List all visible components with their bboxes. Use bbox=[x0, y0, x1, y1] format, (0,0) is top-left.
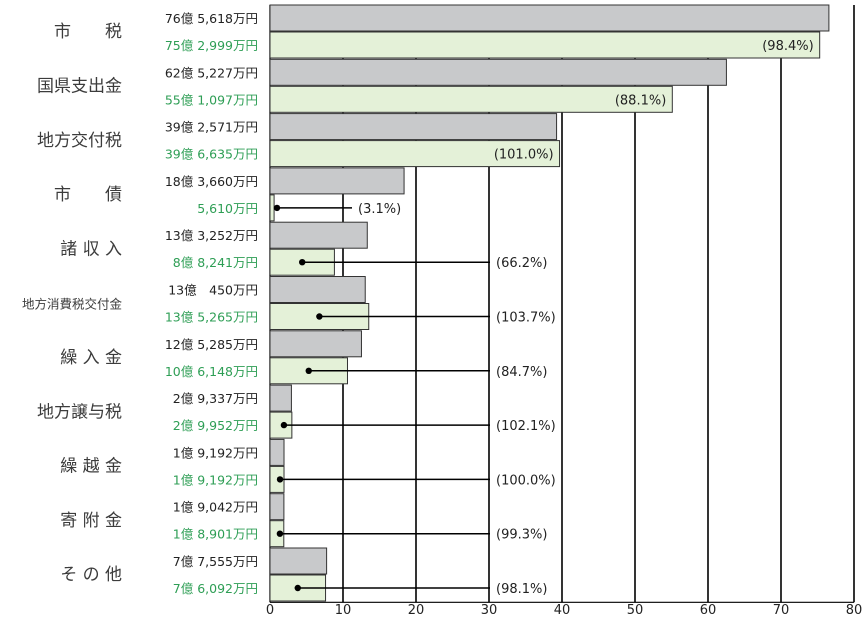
budget-value-label: 62億 5,227万円 bbox=[165, 65, 258, 80]
leader-dot bbox=[294, 584, 301, 592]
settlement-bar bbox=[269, 194, 275, 222]
budget-bar bbox=[269, 113, 558, 141]
ratio-label: (102.1%) bbox=[496, 419, 556, 434]
settlement-value-label: 8億 8,241万円 bbox=[173, 255, 258, 270]
budget-bar bbox=[269, 330, 362, 358]
budget-bar bbox=[269, 493, 285, 521]
x-tick-label: 80 bbox=[846, 603, 863, 618]
budget-bar bbox=[269, 438, 285, 466]
category-label: 繰 入 金 bbox=[60, 348, 122, 368]
settlement-value-label: 10億 6,148万円 bbox=[165, 364, 258, 379]
budget-bar bbox=[269, 4, 830, 32]
settlement-value-label: 13億 5,265万円 bbox=[165, 310, 258, 325]
x-axis-ticks: 0 10 20 30 40 50 60 70 80 bbox=[266, 603, 862, 618]
x-tick-label: 0 bbox=[266, 603, 274, 618]
x-tick-label: 30 bbox=[481, 603, 498, 618]
settlement-bar bbox=[269, 31, 821, 59]
budget-bar bbox=[269, 58, 727, 86]
x-tick-label: 60 bbox=[700, 603, 717, 618]
leader-dot bbox=[316, 313, 323, 320]
budget-value-label: 76億 5,618万円 bbox=[165, 11, 258, 26]
x-tick-label: 20 bbox=[408, 603, 425, 618]
x-tick-label: 10 bbox=[335, 603, 352, 618]
budget-value-label: 13億 450万円 bbox=[168, 283, 258, 298]
leader-lines bbox=[273, 204, 490, 592]
budget-bar bbox=[269, 167, 405, 195]
category-label: そ の 他 bbox=[60, 565, 122, 585]
ratio-label: (3.1%) bbox=[358, 202, 401, 217]
budget-value-label: 7億 7,555万円 bbox=[173, 554, 258, 569]
ratio-label: (103.7%) bbox=[496, 311, 556, 326]
budget-value-label: 18億 3,660万円 bbox=[165, 174, 258, 189]
category-label: 地方消費税交付金 bbox=[22, 297, 123, 312]
budget-value-label: 39億 2,571万円 bbox=[165, 120, 258, 135]
x-tick-label: 70 bbox=[773, 603, 790, 618]
budget-value-label: 12億 5,285万円 bbox=[165, 337, 258, 352]
category-label: 諸 収 入 bbox=[60, 239, 122, 259]
ratio-label: (66.2%) bbox=[496, 256, 547, 271]
category-label: 市 税 bbox=[54, 22, 122, 42]
leader-dot bbox=[299, 259, 306, 266]
ratio-label: (101.0%) bbox=[494, 148, 554, 163]
settlement-bar bbox=[269, 140, 561, 168]
category-label: 寄 附 金 bbox=[60, 511, 122, 531]
category-label: 地方譲与税 bbox=[37, 402, 122, 422]
budget-value-label: 1億 9,192万円 bbox=[173, 445, 258, 460]
settlement-value-label: 5,610万円 bbox=[197, 201, 258, 216]
settlement-value-label: 75億 2,999万円 bbox=[165, 38, 258, 53]
ratio-label: (100.0%) bbox=[496, 473, 556, 488]
ratio-label: (98.1%) bbox=[496, 582, 547, 597]
labels: 76億 5,618万円 75億 2,999万円 市 税 (98.4%) 62億 5,22… bbox=[22, 11, 814, 597]
ratio-label: (98.4%) bbox=[762, 39, 813, 54]
settlement-bar bbox=[269, 85, 673, 113]
category-label: 市 債 bbox=[54, 185, 122, 205]
settlement-value-label: 55億 1,097万円 bbox=[165, 92, 258, 107]
settlement-value-label: 1億 9,192万円 bbox=[173, 472, 258, 487]
budget-bar bbox=[269, 276, 366, 303]
category-label: 国県支出金 bbox=[37, 76, 122, 96]
budget-value-label: 13億 3,252万円 bbox=[165, 228, 258, 243]
budget-bar bbox=[269, 384, 292, 412]
bars bbox=[269, 4, 830, 602]
settlement-value-label: 39億 6,635万円 bbox=[165, 147, 258, 162]
ratio-label: (99.3%) bbox=[496, 528, 547, 543]
settlement-value-label: 7億 6,092万円 bbox=[173, 581, 258, 596]
x-tick-label: 40 bbox=[554, 603, 571, 618]
x-tick-label: 50 bbox=[627, 603, 644, 618]
settlement-value-label: 1億 8,901万円 bbox=[173, 527, 258, 542]
budget-value-label: 2億 9,337万円 bbox=[173, 391, 258, 406]
budget-bar bbox=[269, 547, 328, 575]
category-label: 繰 越 金 bbox=[60, 457, 122, 477]
settlement-value-label: 2億 9,952万円 bbox=[173, 418, 258, 433]
category-label: 地方交付税 bbox=[37, 131, 122, 151]
budget-value-label: 1億 9,042万円 bbox=[173, 500, 258, 515]
ratio-label: (84.7%) bbox=[496, 365, 547, 380]
ratio-label: (88.1%) bbox=[615, 93, 666, 108]
budget-bar bbox=[269, 221, 368, 249]
